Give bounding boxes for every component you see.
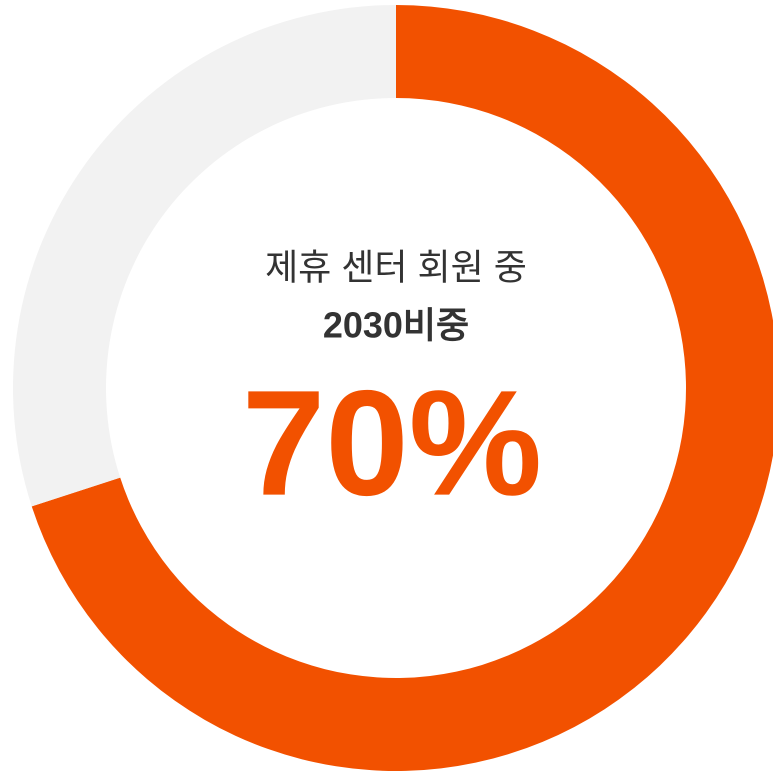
chart-title: 제휴 센터 회원 중: [265, 247, 527, 288]
value-label: 70%: [242, 359, 542, 527]
donut-segment: [12, 5, 397, 507]
arcs: [12, 5, 773, 771]
chart-subtitle: 2030비중: [323, 305, 469, 346]
